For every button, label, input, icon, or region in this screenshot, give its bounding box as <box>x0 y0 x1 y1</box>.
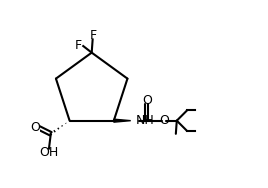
Polygon shape <box>114 119 131 122</box>
Text: O: O <box>159 114 169 127</box>
Text: F: F <box>90 29 97 42</box>
Text: O: O <box>142 94 152 107</box>
Text: F: F <box>75 39 82 52</box>
Text: O: O <box>30 121 40 134</box>
Text: NH: NH <box>135 114 154 127</box>
Text: OH: OH <box>39 146 58 159</box>
